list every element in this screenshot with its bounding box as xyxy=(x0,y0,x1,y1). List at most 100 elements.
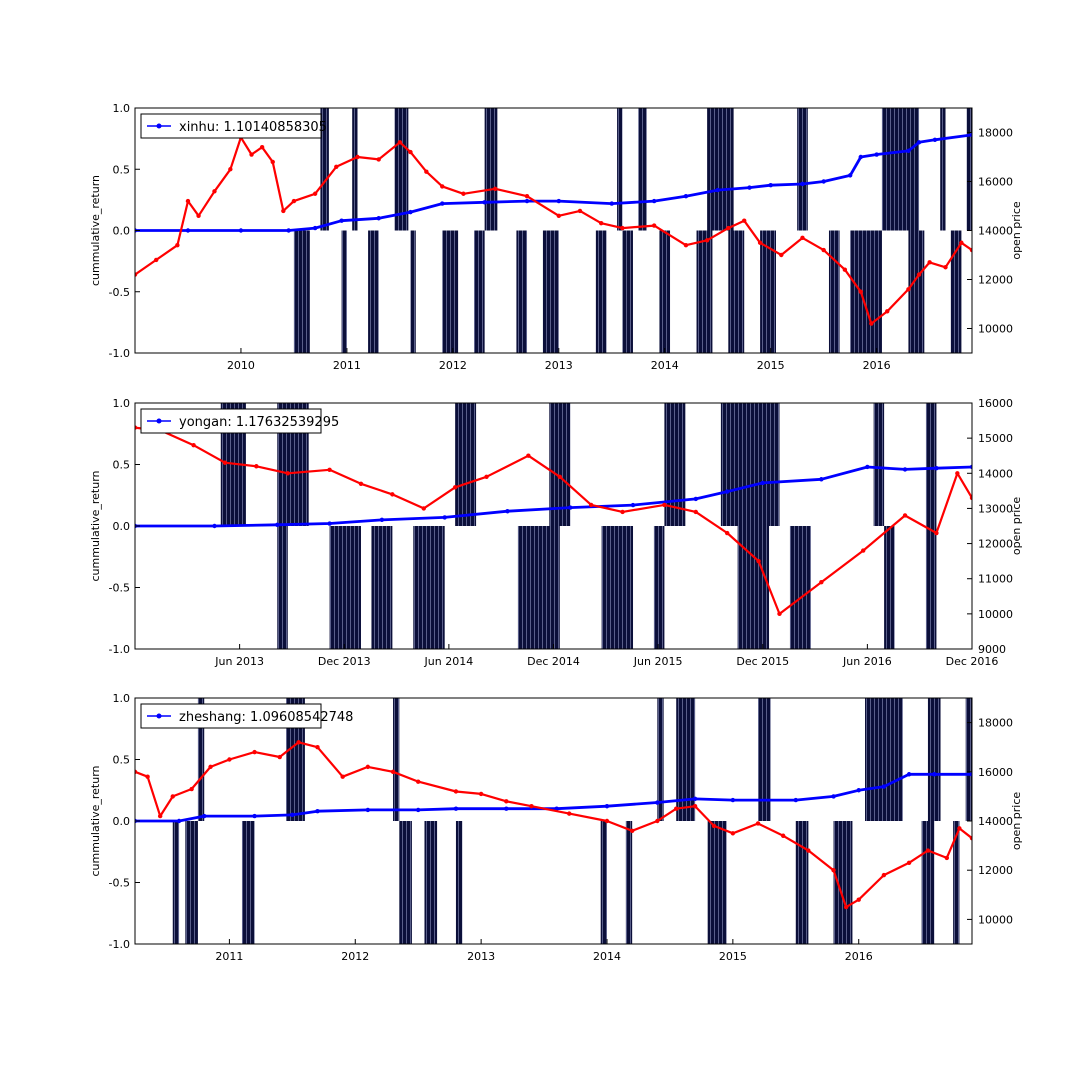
signal-bar-down xyxy=(833,821,853,944)
series-point xyxy=(969,464,972,470)
series-point xyxy=(842,267,848,272)
series-point xyxy=(285,471,290,476)
series-point xyxy=(526,453,531,458)
signal-bar-up xyxy=(393,698,400,821)
plot-area xyxy=(135,403,972,649)
series-point xyxy=(327,467,332,472)
series-point xyxy=(259,145,265,150)
y-tick-label: 0.5 xyxy=(113,459,131,472)
signal-bar-down xyxy=(760,230,776,353)
x-tick-label: 2016 xyxy=(845,950,873,963)
y2-tick-label: 12000 xyxy=(978,538,1013,551)
signal-bar-down xyxy=(371,526,393,649)
series-point xyxy=(339,218,344,223)
series-point xyxy=(821,247,826,253)
series-point xyxy=(340,774,345,779)
series-point xyxy=(959,240,964,245)
series-point xyxy=(478,791,484,797)
series-point xyxy=(365,764,371,770)
series-point xyxy=(651,223,657,228)
y-tick-label: 0.0 xyxy=(113,815,131,828)
series-point xyxy=(847,173,853,178)
x-tick-label: 2013 xyxy=(467,950,495,963)
series-point xyxy=(662,502,667,508)
series-point xyxy=(556,213,561,218)
series-point xyxy=(724,530,730,536)
y-tick-label: -1.0 xyxy=(109,347,130,360)
series-point xyxy=(730,797,736,803)
legend-marker xyxy=(156,713,162,719)
signal-bar-down xyxy=(542,230,559,353)
series-point xyxy=(916,140,922,145)
series-point xyxy=(906,287,911,292)
x-tick-label: Dec 2013 xyxy=(318,655,371,668)
series-point xyxy=(856,788,861,793)
series-point xyxy=(296,740,301,745)
signal-bar-down xyxy=(424,821,438,944)
x-tick-label: 2016 xyxy=(863,359,891,372)
series-point xyxy=(768,182,773,188)
signal-bar-down xyxy=(925,526,937,649)
y-tick-label: 0.0 xyxy=(113,520,131,533)
series-point xyxy=(742,218,747,223)
y-tick-label: 0.5 xyxy=(113,163,131,176)
series-point xyxy=(145,774,150,779)
series-point xyxy=(415,807,421,813)
series-point xyxy=(934,530,939,536)
series-point xyxy=(943,265,948,270)
series-point xyxy=(831,794,836,799)
signal-bar-down xyxy=(600,821,607,944)
signal-bar-down xyxy=(595,230,607,353)
series-point xyxy=(376,157,381,162)
y2-tick-label: 9000 xyxy=(978,643,1006,656)
series-point xyxy=(358,481,364,487)
series-point xyxy=(312,191,318,196)
y-axis-label: cummulative_return xyxy=(89,175,102,286)
series-point xyxy=(315,745,320,750)
series-point xyxy=(212,189,217,194)
series-point xyxy=(881,784,887,789)
signal-bar-down xyxy=(455,821,463,944)
series-point xyxy=(440,184,445,189)
series-point xyxy=(843,904,849,910)
series-point xyxy=(969,132,972,138)
series-point xyxy=(906,148,911,154)
series-point xyxy=(484,474,489,479)
series-point xyxy=(196,213,201,218)
series-point xyxy=(482,200,487,205)
y2-tick-label: 16000 xyxy=(978,176,1013,189)
series-point xyxy=(452,485,458,490)
series-point xyxy=(651,198,657,204)
series-point xyxy=(598,220,604,226)
series-point xyxy=(493,186,498,192)
y-tick-label: 1.0 xyxy=(113,102,131,115)
series-point xyxy=(189,786,194,792)
signal-bar-up xyxy=(881,108,920,231)
series-point xyxy=(290,812,295,818)
series-point xyxy=(270,159,275,165)
signal-bar-down xyxy=(329,526,361,649)
y-tick-label: -0.5 xyxy=(109,582,130,595)
series-point xyxy=(655,800,660,805)
legend-label: zheshang: 1.09608542748 xyxy=(179,710,353,725)
series-point xyxy=(334,164,339,169)
series-point xyxy=(674,806,679,811)
signal-bar-down xyxy=(789,526,811,649)
signal-bar-down xyxy=(293,230,310,353)
series-point xyxy=(831,868,836,873)
series-point xyxy=(390,492,395,497)
signal-bar-down xyxy=(653,526,665,649)
series-point xyxy=(222,460,228,465)
series-point xyxy=(821,179,826,184)
series-point xyxy=(135,769,138,774)
series-point xyxy=(755,821,761,826)
series-point xyxy=(757,240,763,245)
series-point xyxy=(461,191,466,196)
series-point xyxy=(424,169,429,174)
signal-bar-up xyxy=(797,108,808,231)
signal-bar-up xyxy=(320,108,329,231)
signal-bar-up xyxy=(617,108,623,231)
y2-tick-label: 18000 xyxy=(978,717,1013,730)
series-point xyxy=(327,521,332,526)
